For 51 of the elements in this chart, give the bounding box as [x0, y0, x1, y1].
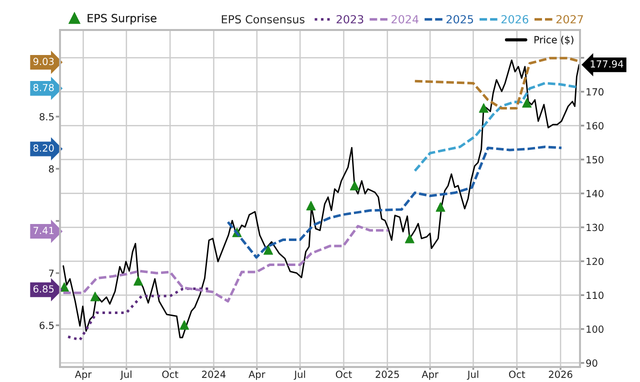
legend-label: EPS Surprise — [88, 14, 156, 24]
x-tick-label: 2025 — [376, 370, 399, 378]
legend-label: 2025 — [446, 15, 474, 24]
y-tick-label: 8.20 — [33, 144, 54, 152]
x-tick-label: Oct — [162, 370, 178, 378]
legend-label: Price ($) — [534, 36, 574, 45]
y2-tick-label: 140 — [586, 190, 604, 198]
point — [264, 245, 274, 255]
x-tick-label: Jul — [466, 370, 478, 380]
point — [90, 292, 100, 302]
x-tick-label: 2024 — [202, 370, 226, 378]
point — [522, 98, 532, 108]
legend-label: 2024 — [392, 15, 418, 24]
y2-tick-label: 160 — [586, 122, 604, 130]
line-series — [226, 146, 563, 259]
x-tick-label: Apr — [74, 370, 92, 380]
y2-tick-label: 130 — [586, 224, 604, 232]
legend-label: 2027 — [556, 15, 583, 24]
y2-tick-label: 110 — [586, 292, 604, 299]
y-tick-label: 9.03 — [33, 58, 54, 66]
y-tick-label: 8.5 — [40, 113, 54, 120]
data-label: 177.94 — [590, 60, 624, 68]
y-tick-label: 7.41 — [34, 226, 54, 234]
y2-tick-label: 90 — [586, 359, 598, 367]
y-tick-label: 7 — [49, 270, 54, 277]
y-tick-label: 8.78 — [33, 84, 54, 92]
y2-tick-label: 120 — [586, 258, 604, 266]
x-tick-label: Oct — [336, 370, 352, 378]
legend-label: 2026 — [501, 15, 528, 24]
x-tick-label: Apr — [248, 370, 266, 380]
y-tick-label: 6.85 — [33, 285, 54, 293]
point — [180, 320, 190, 330]
x-tick-label: Oct — [509, 370, 526, 378]
point — [134, 276, 144, 286]
point — [306, 200, 316, 210]
point — [478, 103, 488, 113]
y2-tick-label: 170 — [586, 88, 604, 96]
y2-tick-label: 100 — [586, 326, 604, 333]
y-tick-label: 8 — [48, 165, 54, 173]
y2-tick-label: 150 — [586, 156, 604, 164]
x-tick-label: Apr — [422, 370, 438, 380]
point — [350, 180, 360, 190]
point — [436, 202, 446, 212]
point — [404, 234, 414, 244]
x-tick-label: Jul — [294, 370, 306, 380]
line-series — [414, 56, 580, 110]
x-tick-label: 2026 — [548, 370, 572, 378]
legend-label: 2023 — [336, 15, 364, 24]
legend-title: EPS Consensus — [222, 15, 304, 24]
y-tick-label: 6.5 — [40, 322, 54, 330]
x-tick-label: Jul — [120, 370, 132, 380]
